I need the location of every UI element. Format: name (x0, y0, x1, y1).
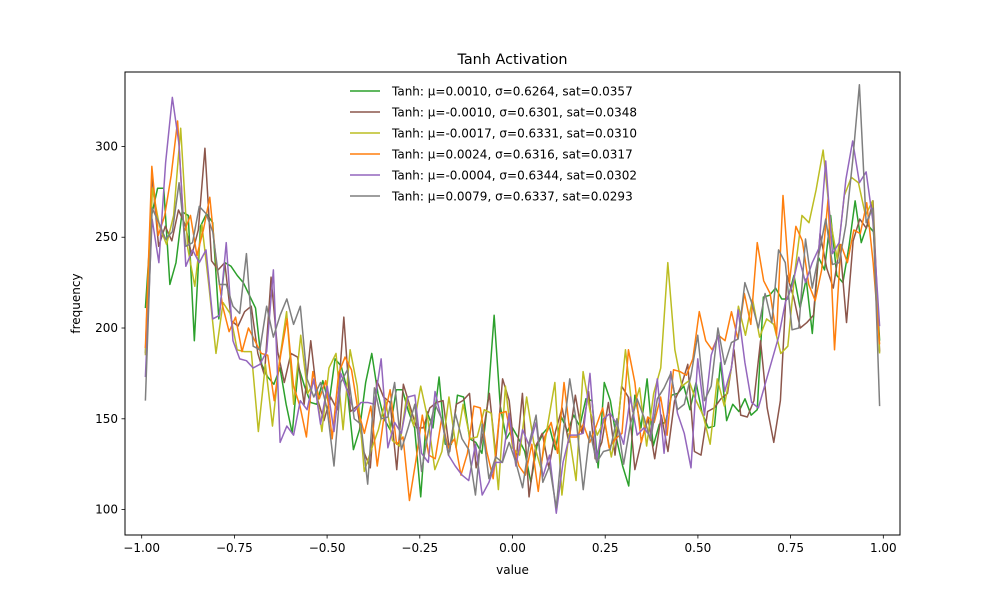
x-tick-label: 0.50 (685, 541, 712, 555)
legend-label-3: Tanh: μ=-0.0017, σ=0.6331, sat=0.0310 (391, 127, 637, 141)
y-axis: 100 150 200 250 300 (95, 139, 125, 517)
x-tick-label: −0.25 (401, 541, 438, 555)
legend-label-5: Tanh: μ=-0.0004, σ=0.6344, sat=0.0302 (391, 169, 637, 183)
legend-label-2: Tanh: μ=-0.0010, σ=0.6301, sat=0.0348 (391, 106, 637, 120)
x-tick-label: −0.50 (309, 541, 346, 555)
series-layer (144, 83, 881, 514)
y-tick-label: 150 (95, 412, 118, 426)
y-tick-label: 300 (95, 139, 118, 153)
x-tick-label: 0.00 (499, 541, 526, 555)
x-tick-label: 0.75 (777, 541, 804, 555)
x-axis-label: value (496, 563, 529, 577)
y-tick-label: 100 (95, 503, 118, 517)
series-line-6 (144, 83, 881, 509)
x-axis: −1.00 −0.75 −0.50 −0.25 0.00 0.25 0.50 0.75 1.00 (123, 535, 897, 555)
chart-title: Tanh Activation (456, 52, 567, 68)
x-tick-label: −1.00 (123, 541, 160, 555)
y-tick-label: 250 (95, 230, 118, 244)
x-tick-label: −0.75 (216, 541, 253, 555)
y-tick-label: 200 (95, 321, 118, 335)
x-tick-label: 0.25 (592, 541, 619, 555)
legend: Tanh: μ=0.0010, σ=0.6264, sat=0.0357 Tanh… (350, 85, 637, 204)
legend-label-6: Tanh: μ=0.0079, σ=0.6337, sat=0.0293 (391, 190, 633, 204)
x-tick-label: 1.00 (870, 541, 897, 555)
series-line-2 (144, 147, 881, 498)
legend-label-1: Tanh: μ=0.0010, σ=0.6264, sat=0.0357 (391, 85, 633, 99)
legend-label-4: Tanh: μ=0.0024, σ=0.6316, sat=0.0317 (391, 148, 633, 162)
series-line-5 (144, 96, 881, 514)
y-axis-label: frequency (69, 273, 83, 333)
